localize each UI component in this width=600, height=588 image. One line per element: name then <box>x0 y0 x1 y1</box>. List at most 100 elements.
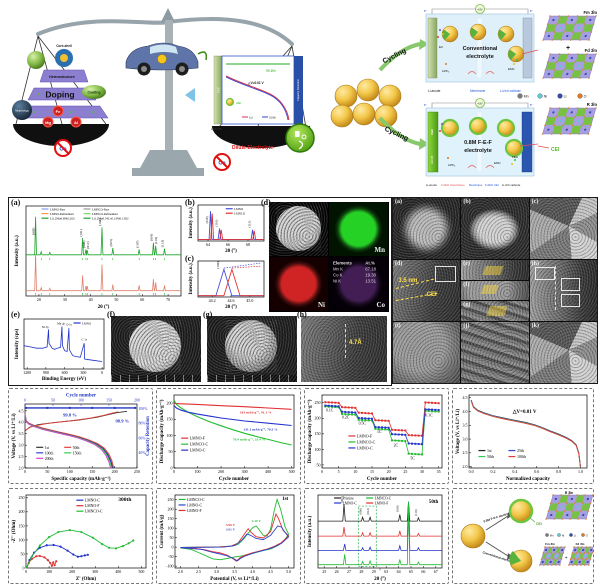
cei-annotation: CEI <box>426 291 437 298</box>
panel-cycling: 0 100 200 300 400 500 0 50 100 150 200 181 mAh·g⁻¹,… <box>156 388 301 484</box>
svg-text:68: 68 <box>246 242 250 247</box>
svg-text://: // <box>379 567 382 572</box>
cei-label: CEI <box>536 522 542 526</box>
svg-text:50th: 50th <box>73 446 80 450</box>
svg-text:(110): (110) <box>414 509 418 515</box>
cell-conventional: e⁻ e⁻ 4.8V EC Conventional electrolyte L… <box>424 4 539 93</box>
svg-text:1st: 1st <box>487 448 493 453</box>
svg-text:2.0: 2.0 <box>463 464 468 469</box>
svg-text:60: 60 <box>140 297 144 302</box>
sem-tile-b: (b) <box>461 198 529 259</box>
svg-text:Current (mA/g): Current (mA/g) <box>160 514 165 548</box>
dilute-electrolyte-pan: FEC 99.8% △V=0.01 V CEI 1st 100th Capaci… <box>211 55 315 171</box>
electron-label: e⁻ <box>424 103 428 107</box>
sem-tile-k: (k) <box>529 322 597 383</box>
element-legend-small: Mn Ni Li O <box>545 533 588 538</box>
panel-gcd: 0 50 100 150 200 250 2.0 2.5 3.0 3.5 4.0 4.5 0 50 100 1… <box>8 388 153 484</box>
svg-text:LMNO-F: LMNO-F <box>190 436 206 441</box>
svg-text:50: 50 <box>317 462 321 467</box>
lipf6-label: LiPF₆ <box>442 69 450 73</box>
svg-text:Binding Energy (eV): Binding Energy (eV) <box>42 377 87 382</box>
svg-text:200th: 200th <box>45 457 54 461</box>
svg-text:3.0: 3.0 <box>463 436 468 441</box>
svg-text:3.5: 3.5 <box>463 423 468 428</box>
svg-text:0.0: 0.0 <box>469 469 474 474</box>
svg-text:(018): (018) <box>205 216 209 223</box>
svg-text:0.8: 0.8 <box>556 469 561 474</box>
svg-text:(018): (018) <box>150 234 154 241</box>
svg-text:Intensity (a.u.): Intensity (a.u.) <box>15 235 20 267</box>
svg-text:900: 900 <box>43 370 49 375</box>
svg-text:(101): (101) <box>79 229 83 236</box>
svg-text:150: 150 <box>167 417 173 422</box>
svg-text:20: 20 <box>387 469 391 474</box>
svg-text:5: 5 <box>338 469 340 474</box>
svg-text:LMNCO: LMNCO <box>234 212 246 216</box>
anode-fef <box>427 111 439 173</box>
panel-label-h: (h) <box>297 310 307 319</box>
svg-text:O 1s: O 1s <box>66 323 72 327</box>
svg-text:131.1 mAh·g⁻¹, 70.3 %: 131.1 mAh·g⁻¹, 70.3 % <box>243 427 278 431</box>
heterostructure-label: Heterostructure <box>49 75 75 79</box>
svg-text:400: 400 <box>265 469 271 474</box>
svg-text:150: 150 <box>19 523 25 528</box>
svg-text:0.5C: 0.5C <box>359 422 367 426</box>
panel-eis: 0 100 200 300 400 500 0 50 100 150 200 250 300th LMNO… <box>8 488 153 584</box>
svg-text:Cycle number: Cycle number <box>367 477 398 482</box>
svg-text:200: 200 <box>167 401 173 406</box>
svg-text:(113): (113) <box>248 221 252 228</box>
svg-text:LMNCO-C: LMNCO-C <box>187 498 205 502</box>
svg-text:Ni: Ni <box>544 95 548 99</box>
fec-strip-label: FEC <box>217 86 221 93</box>
svg-text:(104): (104) <box>98 218 102 225</box>
gcd-chart: 0 50 100 150 200 250 2.0 2.5 3.0 3.5 4.0 4.5 0 50 100 1… <box>10 390 151 482</box>
svg-text:4.0: 4.0 <box>250 569 255 574</box>
hrtem-image: 4.7Å <box>301 316 387 382</box>
svg-text:C 1s: C 1s <box>82 338 88 342</box>
sem-tile-c: (c) <box>529 198 597 259</box>
svg-text:Intensity (a.u.): Intensity (a.u.) <box>189 263 194 295</box>
right-pan <box>212 126 310 148</box>
svg-text:100th: 100th <box>517 454 526 459</box>
caption-interphase: F-Rich Interphases <box>441 183 465 187</box>
svg-text:0: 0 <box>25 569 27 574</box>
svg-text:LMNO-C: LMNO-C <box>190 448 206 453</box>
svg-text:LMNO: LMNO <box>234 207 244 211</box>
svg-text:LMNCO-C: LMNCO-C <box>85 510 103 514</box>
svg-text:Discharge capacity (mAh·g⁻¹): Discharge capacity (mAh·g⁻¹) <box>307 399 313 463</box>
svg-text:70.9 mAh·g⁻¹, 33.4 %: 70.9 mAh·g⁻¹, 33.4 % <box>233 438 266 442</box>
svg-text:Cycle number: Cycle number <box>66 394 97 399</box>
svg-text:LMNCO-Refinement: LMNCO-Refinement <box>92 212 118 216</box>
electrochemistry-section: 0 50 100 150 200 250 2.0 2.5 3.0 3.5 4.0 4.5 0 50 100 1… <box>6 386 596 586</box>
fe-dopant: Fe <box>56 109 61 114</box>
svg-text:0.1C: 0.1C <box>425 414 433 418</box>
svg-text:Specific capacity (mAh·g⁻¹): Specific capacity (mAh·g⁻¹) <box>51 476 110 482</box>
r3m-label: R 3̄m <box>565 491 574 495</box>
cathode-conventional <box>522 17 533 79</box>
svg-text:(110): (110) <box>215 220 219 227</box>
eds-map-co: Elements At.% Mn K 67.18 Co K 19.30 Ni K 13.… <box>329 257 388 311</box>
svg-text:200: 200 <box>218 469 224 474</box>
svg-text:3.5: 3.5 <box>232 569 237 574</box>
svg-text:150: 150 <box>106 399 112 403</box>
svg-text:250: 250 <box>134 469 140 474</box>
svg-text:(110): (110) <box>154 237 158 244</box>
panel-label-b: (b) <box>185 198 195 207</box>
svg-text:(015): (015) <box>109 239 113 246</box>
graphical-abstract: Core-shell Heterostructure Doping Coatin… <box>12 4 597 187</box>
cycling-label-bottom: Cycling <box>383 126 409 143</box>
svg-text:200: 200 <box>19 509 25 514</box>
svg-text:25th: 25th <box>517 448 524 453</box>
eds-table: Elements At.% Mn K 67.18 Co K 19.30 Ni K 13.… <box>333 261 376 284</box>
svg-text:250: 250 <box>315 400 321 405</box>
svg-text:Intensity (cps): Intensity (cps) <box>15 328 20 359</box>
svg-text:Cycle number: Cycle number <box>219 477 250 482</box>
fec-label: FEC <box>430 128 434 135</box>
svg-text:200: 200 <box>69 569 75 574</box>
sem-image-porous-sphere <box>207 316 297 382</box>
eds-mapping-panel: Mn Ni Elements At.% Mn K 67.18 Co K 19.30 N… <box>269 202 389 312</box>
svg-text:30: 30 <box>420 469 424 474</box>
fd3m-label: Fd 3̄m <box>576 542 585 546</box>
svg-text:(012): (012) <box>86 241 90 248</box>
lattice-r3m-schematic <box>545 494 594 520</box>
